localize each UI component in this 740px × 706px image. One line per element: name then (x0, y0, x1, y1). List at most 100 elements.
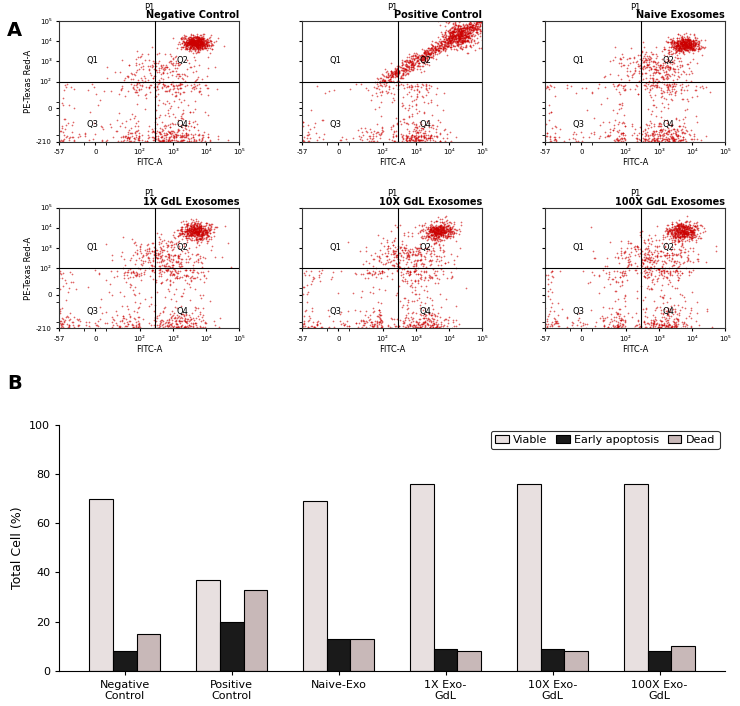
Point (659, 313, 671, 325)
Point (193, 228, 205, 239)
Point (384, 75, 396, 86)
Point (410, 133, 422, 144)
Point (451, 225, 463, 236)
Point (463, 31, 475, 42)
Point (442, 25, 454, 37)
Point (419, 107, 431, 119)
Point (431, 40, 443, 52)
Point (672, 227, 684, 238)
Point (197, 303, 209, 314)
Point (172, 72, 184, 83)
Point (614, 303, 626, 314)
Point (455, 28, 467, 39)
Point (670, 37, 682, 48)
Point (686, 227, 698, 238)
Point (679, 136, 690, 148)
Point (194, 42, 206, 53)
Point (195, 220, 206, 232)
Point (423, 307, 435, 318)
Point (443, 219, 455, 230)
Point (427, 318, 439, 329)
Point (474, 16, 485, 27)
Point (400, 59, 412, 70)
Point (395, 128, 407, 140)
Point (450, 29, 462, 40)
Point (676, 31, 688, 42)
Point (452, 32, 464, 43)
Point (298, 316, 310, 327)
Point (187, 106, 199, 117)
Point (170, 314, 182, 325)
Point (448, 29, 460, 40)
Point (403, 111, 415, 122)
Point (468, 16, 480, 27)
Point (624, 66, 636, 77)
Point (454, 42, 465, 54)
Point (642, 54, 653, 66)
Point (695, 134, 707, 145)
Point (204, 134, 216, 145)
Point (673, 41, 684, 52)
Point (374, 322, 386, 333)
Point (172, 70, 184, 81)
Point (189, 318, 201, 329)
Point (687, 227, 699, 239)
Point (448, 36, 460, 47)
Point (474, 28, 485, 39)
Point (452, 14, 464, 25)
Point (612, 251, 624, 263)
Point (406, 134, 418, 145)
Point (189, 225, 201, 237)
Point (440, 226, 452, 237)
Point (447, 221, 459, 232)
Point (415, 54, 427, 66)
Point (687, 40, 699, 52)
Point (670, 43, 682, 54)
Point (646, 277, 658, 288)
Point (445, 32, 457, 43)
Point (184, 37, 195, 48)
Point (451, 32, 463, 44)
Point (412, 59, 424, 70)
Point (655, 135, 667, 146)
Point (372, 284, 384, 295)
Bar (113, 651, 137, 671)
Point (655, 118, 667, 129)
Point (682, 253, 694, 265)
Point (186, 321, 198, 333)
Point (174, 249, 186, 260)
Point (186, 41, 198, 52)
Point (619, 295, 630, 306)
Point (667, 244, 679, 255)
Point (173, 68, 185, 80)
Point (175, 135, 186, 146)
Point (167, 263, 179, 274)
Point (177, 215, 189, 227)
Point (196, 40, 208, 52)
Point (363, 268, 374, 279)
Point (467, 22, 479, 33)
Point (428, 221, 440, 232)
Point (157, 306, 169, 317)
Point (204, 224, 216, 235)
Point (182, 226, 194, 237)
Point (630, 265, 642, 276)
Point (692, 225, 704, 236)
Point (648, 134, 660, 145)
Point (183, 57, 195, 68)
Point (433, 323, 445, 334)
Point (180, 37, 192, 48)
Point (189, 37, 201, 49)
Point (126, 127, 138, 138)
Point (443, 27, 455, 38)
Point (195, 35, 207, 47)
Point (680, 41, 692, 52)
Point (166, 78, 178, 90)
Point (190, 40, 202, 51)
Point (150, 65, 162, 76)
Point (170, 256, 182, 268)
Point (454, 33, 465, 44)
Point (642, 234, 653, 245)
Point (155, 243, 166, 254)
Point (687, 30, 699, 41)
